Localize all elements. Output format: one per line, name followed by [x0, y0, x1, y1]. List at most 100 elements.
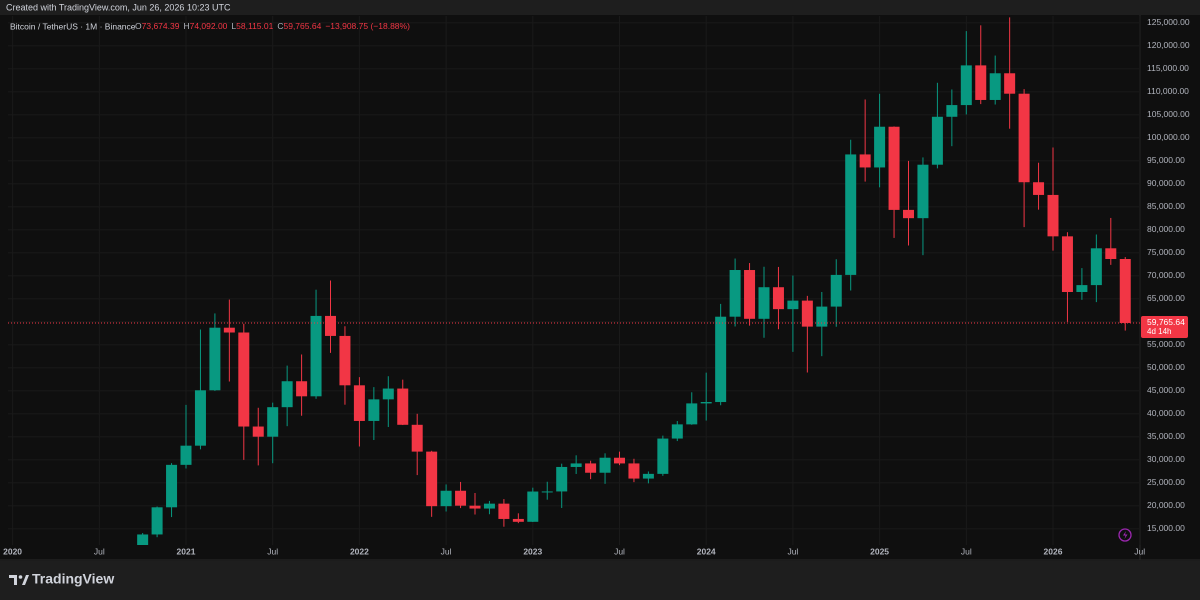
x-tick-label: 2024 [697, 546, 716, 556]
x-tick-label: Jul [961, 546, 972, 556]
candle-body [483, 503, 495, 509]
created-with: Created with TradingView.com, Jun 26, 20… [6, 2, 231, 12]
brand-name: TradingView [32, 571, 114, 587]
y-tick-label: 20,000.00 [1147, 500, 1185, 510]
x-tick-label: 2026 [1044, 546, 1063, 556]
candle-body [151, 507, 163, 535]
candle-body [382, 388, 394, 400]
candle-body [570, 463, 582, 467]
candle-body [628, 463, 640, 479]
candle-body [512, 518, 524, 522]
x-tick-label: 2023 [523, 546, 542, 556]
candle-body [1004, 73, 1016, 94]
y-tick-label: 80,000.00 [1147, 224, 1185, 234]
candle-body [888, 126, 900, 210]
candle-body [1076, 285, 1088, 292]
candle-body [686, 403, 698, 425]
plot-area [8, 17, 1140, 545]
ohlc-legend: O73,674.39 H74,092.00 L58,115.01 C59,765.64… [135, 21, 410, 31]
candle-body [787, 300, 799, 310]
legend-value: 74,092.00 [190, 21, 228, 31]
y-tick-label: 95,000.00 [1147, 155, 1185, 165]
candle-body [353, 385, 365, 421]
legend-key: L [231, 21, 236, 31]
x-tick-label: Jul [267, 546, 278, 556]
x-tick-label: Jul [94, 546, 105, 556]
candle-body [411, 424, 423, 452]
candle-body [556, 466, 568, 492]
candle-body [599, 457, 611, 473]
candle-body [917, 164, 929, 219]
candle-body [238, 332, 250, 427]
y-tick-label: 35,000.00 [1147, 431, 1185, 441]
candle-body [223, 327, 235, 333]
candle-body [440, 490, 452, 507]
y-tick-label: 25,000.00 [1147, 477, 1185, 487]
candle-body [946, 105, 958, 117]
candle-body [325, 315, 336, 336]
legend-key: H [183, 21, 189, 31]
brand-logo [9, 575, 29, 585]
candle-body [137, 534, 149, 545]
y-tick-label: 45,000.00 [1147, 385, 1185, 395]
candle-body [729, 270, 741, 317]
candle-body [1047, 194, 1059, 237]
candle-body [296, 381, 308, 397]
candle-body [1119, 258, 1131, 323]
y-tick-label: 115,000.00 [1147, 63, 1189, 73]
candle-body [700, 402, 712, 404]
candle-body [541, 491, 553, 493]
x-tick-label: 2025 [870, 546, 889, 556]
candle-body [830, 274, 842, 307]
candle-body [1018, 93, 1030, 183]
candle-body [498, 503, 510, 519]
candle-body [975, 65, 987, 100]
candle-body [801, 300, 813, 327]
y-tick-label: 40,000.00 [1147, 408, 1185, 418]
candle-body [657, 438, 669, 474]
candle-body [527, 491, 539, 522]
candle-body [758, 287, 770, 319]
legend-value: 73,674.39 [142, 21, 180, 31]
candle-body [455, 490, 467, 506]
legend-change: −13,908.75 (−18.88%) [325, 21, 410, 31]
candle-body [180, 445, 192, 465]
candle-body [1033, 182, 1045, 195]
candle-body [426, 451, 438, 507]
candle-body [642, 473, 654, 479]
candle-body [772, 287, 784, 310]
y-tick-label: 75,000.00 [1147, 247, 1185, 257]
candle-body [267, 407, 279, 437]
x-tick-label: 2020 [3, 546, 22, 556]
legend-key: O [135, 21, 142, 31]
y-tick-label: 30,000.00 [1147, 454, 1185, 464]
candle-body [744, 270, 756, 319]
candle-body [252, 426, 264, 437]
time-axis: 2020 Jul 2021 Jul 2022 Jul 2023 Jul 2024 Jul 2025 J… [3, 546, 1145, 556]
candle-body [585, 463, 597, 473]
y-tick-label: 50,000.00 [1147, 362, 1185, 372]
candle-body [816, 306, 828, 327]
candle-body [368, 399, 380, 421]
candle-body [989, 73, 1001, 100]
footer [0, 561, 1200, 600]
candle-body [1105, 248, 1117, 259]
legend-value: 59,765.64 [283, 21, 321, 31]
y-tick-label: 100,000.00 [1147, 132, 1190, 142]
alert-icon[interactable] [1118, 528, 1132, 542]
y-tick-label: 105,000.00 [1147, 109, 1190, 119]
y-tick-label: 110,000.00 [1147, 86, 1189, 96]
legend-key: C [277, 21, 283, 31]
candle-body [931, 116, 943, 165]
candle-body [874, 126, 886, 168]
y-tick-label: 85,000.00 [1147, 201, 1185, 211]
y-tick-label: 15,000.00 [1147, 523, 1185, 533]
symbol: Bitcoin / TetherUS · 1M · Binance [10, 21, 136, 31]
x-tick-label: Jul [614, 546, 625, 556]
candle-body [310, 315, 322, 397]
candle-body [339, 335, 351, 386]
y-tick-label: 90,000.00 [1147, 178, 1185, 188]
